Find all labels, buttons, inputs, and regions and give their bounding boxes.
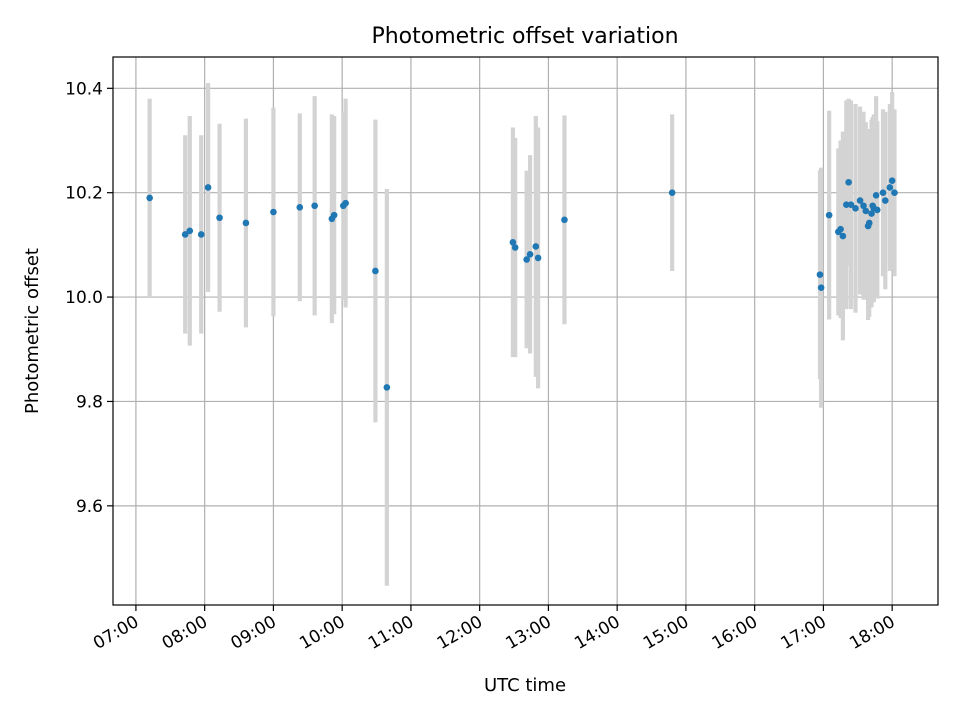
data-point bbox=[825, 211, 833, 219]
data-point bbox=[868, 210, 875, 217]
data-point bbox=[891, 189, 898, 196]
data-point bbox=[534, 254, 542, 262]
data-point bbox=[845, 178, 852, 186]
data-point bbox=[511, 244, 519, 251]
data-point bbox=[216, 214, 223, 222]
data-point bbox=[523, 256, 530, 263]
data-point bbox=[852, 205, 859, 212]
y-tick-label: 10.2 bbox=[65, 184, 103, 204]
data-point bbox=[837, 225, 844, 233]
data-point bbox=[383, 384, 391, 391]
y-tick-label: 9.8 bbox=[76, 392, 103, 412]
y-tick-label: 9.6 bbox=[76, 497, 103, 517]
data-point bbox=[561, 216, 568, 224]
data-point bbox=[186, 227, 194, 235]
data-point bbox=[270, 208, 277, 216]
data-point bbox=[843, 201, 850, 208]
data-point bbox=[181, 231, 189, 238]
data-point bbox=[817, 284, 825, 291]
y-axis-label: Photometric offset bbox=[22, 248, 43, 414]
data-point bbox=[242, 219, 250, 227]
data-point bbox=[197, 231, 205, 238]
data-point bbox=[311, 202, 318, 210]
data-point bbox=[146, 194, 153, 202]
y-tick-label: 10.0 bbox=[65, 288, 103, 308]
data-point bbox=[881, 197, 889, 204]
chart-title: Photometric offset variation bbox=[371, 24, 678, 49]
data-point bbox=[668, 189, 676, 196]
y-tick-label: 10.4 bbox=[65, 79, 103, 99]
data-point bbox=[847, 201, 855, 208]
data-point bbox=[886, 184, 894, 191]
data-point bbox=[372, 267, 379, 275]
data-point bbox=[532, 243, 540, 250]
data-point bbox=[816, 271, 824, 278]
data-point bbox=[879, 189, 887, 196]
data-points bbox=[146, 177, 898, 391]
plot-frame bbox=[112, 56, 939, 606]
data-point bbox=[330, 211, 338, 219]
data-point bbox=[526, 250, 534, 258]
data-point bbox=[873, 206, 881, 214]
data-point bbox=[509, 238, 517, 246]
data-point bbox=[872, 192, 880, 199]
data-point bbox=[865, 219, 873, 227]
data-point bbox=[862, 207, 870, 215]
data-point bbox=[860, 202, 867, 210]
data-point bbox=[856, 197, 864, 204]
data-point bbox=[296, 204, 304, 211]
data-point bbox=[888, 177, 896, 184]
data-point bbox=[839, 232, 847, 240]
x-axis-label: UTC time bbox=[484, 675, 566, 696]
data-point bbox=[342, 199, 349, 207]
data-point bbox=[204, 184, 212, 191]
